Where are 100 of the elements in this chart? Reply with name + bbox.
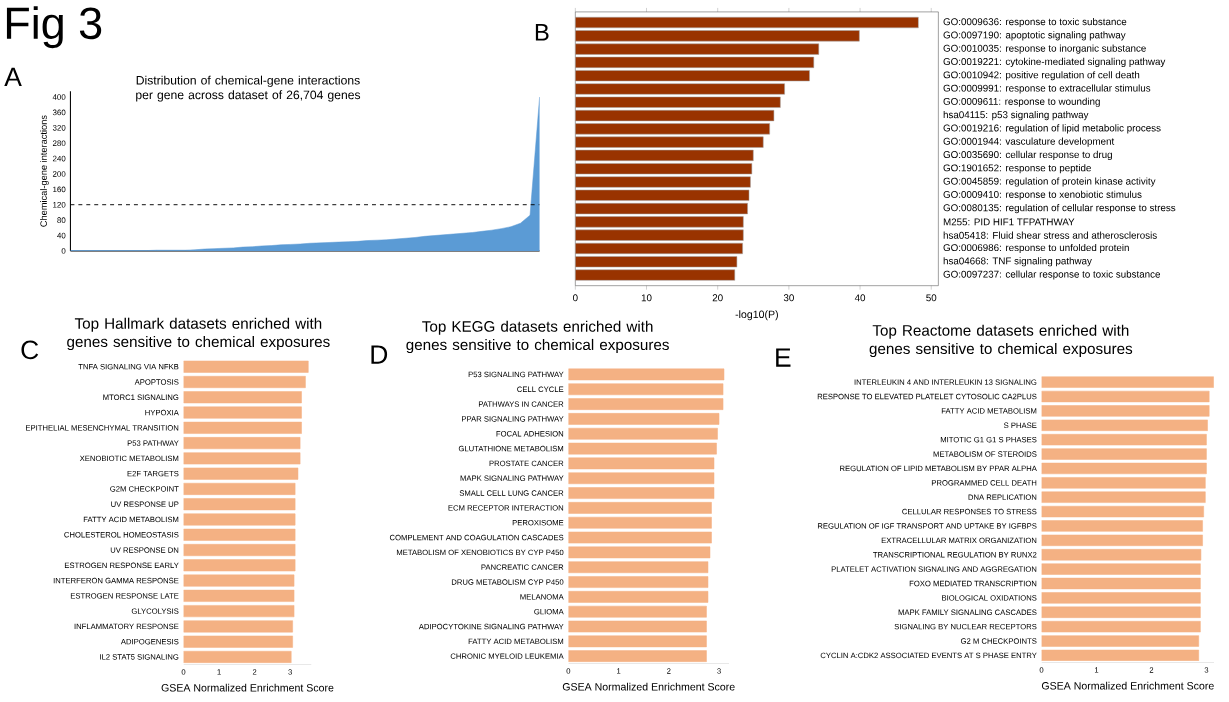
bar: [1041, 505, 1204, 518]
bar: [183, 650, 292, 663]
bar: [183, 574, 295, 587]
y-tick-label: GO:0009410: response to xenobiotic stimulus: [943, 190, 1142, 200]
x-tick-label: 50: [926, 294, 937, 302]
y-tick-label: M255: PID HIF1 TFPATHWAY: [943, 218, 1075, 226]
bar: [575, 83, 785, 95]
bar: [1041, 620, 1201, 633]
bar: [1041, 448, 1207, 460]
caption: Fig 3: [6, 6, 102, 48]
x-axis-title: GSEA Normalized Enrichment Score: [161, 683, 334, 692]
bar: [568, 383, 724, 395]
bar: [568, 561, 709, 573]
bar: [1041, 390, 1210, 403]
text: D: [371, 345, 388, 364]
chart-title: Top Hallmark datasets enriched with genes sensitive to chemical exposures: [67, 317, 330, 350]
y-tick-label: GO:0001944: vasculature development: [943, 137, 1115, 147]
bar: [1041, 419, 1208, 431]
chart-title: Top KEGG datasets enriched with genes sensitive to chemical exposures: [406, 320, 669, 353]
bar: [183, 604, 295, 617]
y-tick-label: GO:0097237: cellular response to toxic substance: [943, 270, 1161, 280]
y-axis-title: Chemical-gene interactions: [40, 115, 49, 227]
bar: [568, 472, 715, 484]
bar: [1041, 477, 1206, 489]
y-tick-label: GO:0080135: regulation of cellular response to stress: [943, 203, 1176, 214]
bar: [1041, 592, 1201, 604]
bar: [568, 620, 707, 633]
bar: [183, 467, 299, 480]
bar: [1041, 649, 1199, 661]
bar: [183, 513, 296, 526]
bar: [183, 406, 302, 419]
x-axis-title: GSEA Normalized Enrichment Score: [562, 682, 735, 691]
bar: [568, 501, 712, 514]
bar: [183, 528, 296, 541]
bar: [183, 452, 301, 465]
bar: [183, 391, 302, 404]
bar: [568, 576, 709, 588]
bar: [183, 375, 306, 388]
bar: [183, 498, 296, 511]
bar: [568, 516, 712, 529]
y-tick-label: GO:0010942: positive regulation of cell death: [943, 70, 1140, 81]
y-tick-label: hsa04668: TNF signaling pathway: [943, 257, 1092, 267]
bar: [568, 398, 724, 410]
text: A: [4, 67, 22, 86]
bar: [568, 531, 712, 544]
y-tick-label: GO:0045859: regulation of protein kinase activity: [943, 177, 1156, 187]
bar: [568, 442, 717, 455]
bar: [183, 559, 296, 572]
bar: [568, 635, 707, 648]
text: E: [776, 348, 791, 367]
bar: [575, 216, 744, 228]
y-tick-label: GO:0097190: apoptotic signaling pathway: [943, 31, 1126, 41]
y-tick-label: GO:0009991: response to extracellular stimulus: [943, 84, 1151, 94]
bar: [183, 543, 296, 556]
text: B: [535, 23, 549, 41]
y-tick-label: GO:0009636: response to toxic substance: [943, 17, 1127, 27]
bar: [1041, 563, 1201, 575]
bar: [1041, 405, 1210, 417]
bar: [1041, 462, 1207, 474]
y-tick-label: GO:0009611: response to wounding: [943, 97, 1100, 107]
bar: [183, 589, 295, 602]
bar: [183, 482, 296, 495]
bar: [575, 123, 770, 135]
chart-title: Distribution of chemical-gene interactions per gene across dataset of 26,704 genes: [136, 75, 361, 102]
chart-title: Top Reactome datasets enriched with genes sensitive to chemical exposures: [869, 324, 1133, 357]
bar: [568, 546, 711, 559]
bar: [1041, 376, 1214, 388]
bar: [575, 176, 751, 188]
x-tick-label: 30: [783, 294, 794, 302]
bar: [1041, 606, 1201, 618]
bar: [568, 605, 707, 618]
x-tick-label: 0: [572, 294, 578, 302]
bar: [1041, 548, 1202, 561]
x-axis-title: GSEA Normalized Enrichment Score: [1041, 681, 1214, 690]
y-tick-label: hsa05418: Fluid shear stress and atherosclerosis: [943, 231, 1157, 239]
bar: [1041, 577, 1201, 590]
x-tick-label: 10: [641, 294, 652, 302]
bar: [568, 457, 715, 470]
bar: [575, 43, 820, 55]
x-tick-label: 40: [854, 294, 866, 302]
bar: [1041, 520, 1203, 532]
y-tick-label: GO:0019216: regulation of lipid metabolic process: [943, 124, 1161, 134]
bar: [183, 421, 302, 434]
bar: [568, 487, 715, 499]
y-tick-label: hsa04115: p53 signaling pathway: [943, 110, 1089, 120]
bar: [1041, 491, 1206, 503]
bar: [568, 368, 725, 381]
y-tick-label: GO:0035690: cellular response to drug: [943, 150, 1112, 160]
y-tick-label: GO:1901652: response to peptide: [943, 164, 1091, 174]
bar: [1041, 433, 1207, 446]
x-tick-label: 20: [712, 294, 723, 302]
bar: [568, 412, 720, 425]
bar: [183, 620, 293, 633]
x-axis-title: -log10(P): [735, 310, 778, 321]
bar: [568, 590, 709, 603]
y-tick-label: GO:0006986: response to unfolded protein: [943, 243, 1129, 253]
bar: [1041, 534, 1203, 546]
text: C: [21, 340, 39, 360]
bar: [568, 650, 707, 662]
bar: [575, 136, 764, 148]
